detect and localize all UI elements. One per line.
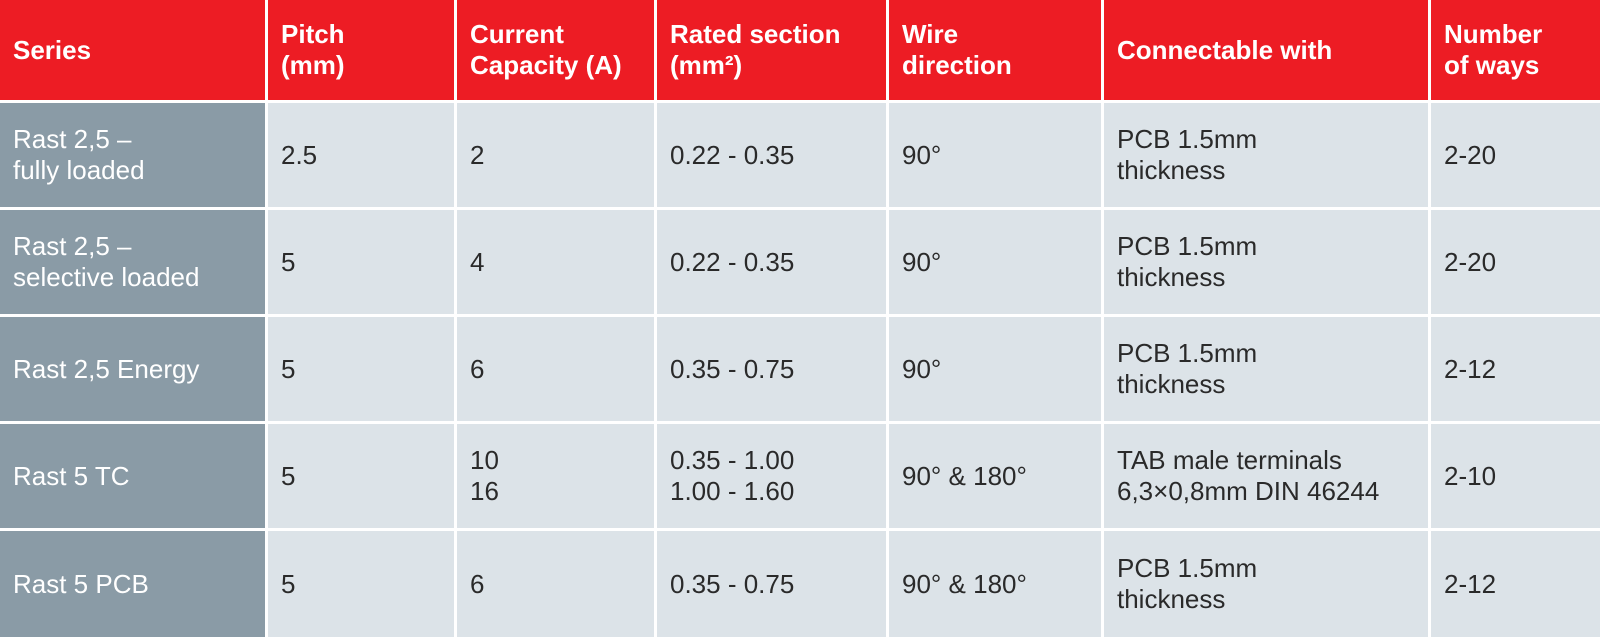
cell-text: PCB 1.5mm: [1117, 553, 1258, 583]
table-cell: PCB 1.5mm thickness: [1104, 103, 1428, 207]
table-cell: 90°: [889, 317, 1101, 421]
table-cell: 90° & 180°: [889, 424, 1101, 528]
cell-text: 5: [281, 246, 296, 277]
table-cell: 5: [268, 531, 454, 637]
cell-text: 5: [281, 568, 296, 599]
table-cell: 5: [268, 424, 454, 528]
cell-text: 2-12: [1444, 568, 1497, 599]
table-cell: 10 16: [457, 424, 654, 528]
cell-text: PCB 1.5mm: [1117, 124, 1258, 154]
cell-text: thickness: [1117, 584, 1226, 614]
table-cell: 0.35 - 0.75: [657, 317, 886, 421]
cell-text: of ways: [1444, 50, 1540, 80]
table-cell: Rast 2,5 Energy: [0, 317, 265, 421]
cell-text: (mm²): [670, 50, 743, 80]
cell-text: 2-20: [1444, 246, 1497, 277]
cell-text: Rast 5 TC: [13, 460, 130, 491]
cell-text: 5: [281, 460, 296, 491]
cell-text: 6,3×0,8mm DIN 46244: [1117, 476, 1380, 506]
header-cell: Current Capacity (A): [457, 0, 654, 100]
table-cell: 6: [457, 317, 654, 421]
table-cell: 2-12: [1431, 531, 1600, 637]
header-cell: Number of ways: [1431, 0, 1600, 100]
cell-text: 90° & 180°: [902, 568, 1027, 599]
cell-text: Current: [470, 19, 564, 49]
cell-text: 6: [470, 353, 485, 384]
cell-text: direction: [902, 50, 1012, 80]
cell-text: thickness: [1117, 155, 1226, 185]
cell-text: 2-20: [1444, 139, 1497, 170]
table-cell: 0.35 - 0.75: [657, 531, 886, 637]
cell-text: PCB 1.5mm: [1117, 338, 1258, 368]
cell-text: 6: [470, 568, 485, 599]
cell-text: 90°: [902, 246, 942, 277]
cell-text: Rast 2,5 –: [13, 231, 132, 261]
cell-text: 5: [281, 353, 296, 384]
table-cell: Rast 2,5 – fully loaded: [0, 103, 265, 207]
cell-text: PCB 1.5mm: [1117, 231, 1258, 261]
table-cell: 90°: [889, 103, 1101, 207]
cell-text: 2: [470, 139, 485, 170]
cell-text: Rast 5 PCB: [13, 568, 149, 599]
cell-text: 90°: [902, 353, 942, 384]
header-cell: Pitch (mm): [268, 0, 454, 100]
table-cell: Rast 5 TC: [0, 424, 265, 528]
table-cell: Rast 5 PCB: [0, 531, 265, 637]
table-cell: 2-20: [1431, 210, 1600, 314]
table-cell: 0.22 - 0.35: [657, 210, 886, 314]
cell-text: 0.35 - 1.00: [670, 445, 795, 475]
cell-text: (mm): [281, 50, 345, 80]
header-cell: Wire direction: [889, 0, 1101, 100]
table-cell: 4: [457, 210, 654, 314]
table-cell: 2-10: [1431, 424, 1600, 528]
table-cell: 2-20: [1431, 103, 1600, 207]
table-cell: 0.35 - 1.00 1.00 - 1.60: [657, 424, 886, 528]
table-cell: PCB 1.5mm thickness: [1104, 531, 1428, 637]
cell-text: Wire: [902, 19, 959, 49]
table-cell: 2.5: [268, 103, 454, 207]
table-cell: 90°: [889, 210, 1101, 314]
table-cell: 90° & 180°: [889, 531, 1101, 637]
cell-text: fully loaded: [13, 155, 145, 185]
cell-text: Rated section: [670, 19, 841, 49]
cell-text: 2-12: [1444, 353, 1497, 384]
cell-text: 90° & 180°: [902, 460, 1027, 491]
cell-text: 2.5: [281, 139, 318, 170]
table-cell: TAB male terminals 6,3×0,8mm DIN 46244: [1104, 424, 1428, 528]
cell-text: Capacity (A): [470, 50, 622, 80]
cell-text: Rast 2,5 –: [13, 124, 132, 154]
cell-text: Pitch: [281, 19, 345, 49]
cell-text: 90°: [902, 139, 942, 170]
cell-text: 0.22 - 0.35: [670, 139, 795, 170]
table-cell: Rast 2,5 – selective loaded: [0, 210, 265, 314]
table-cell: PCB 1.5mm thickness: [1104, 210, 1428, 314]
cell-text: 1.00 - 1.60: [670, 476, 795, 506]
table-cell: 6: [457, 531, 654, 637]
cell-text: Number: [1444, 19, 1543, 49]
cell-text: 16: [470, 476, 499, 506]
cell-text: selective loaded: [13, 262, 200, 292]
cell-text: Connectable with: [1117, 34, 1333, 65]
header-cell: Connectable with: [1104, 0, 1428, 100]
table-cell: 2-12: [1431, 317, 1600, 421]
table-cell: 5: [268, 210, 454, 314]
cell-text: Series: [13, 34, 92, 65]
cell-text: 10: [470, 445, 499, 475]
header-cell: Rated section (mm²): [657, 0, 886, 100]
cell-text: 4: [470, 246, 485, 277]
header-cell: Series: [0, 0, 265, 100]
cell-text: 2-10: [1444, 460, 1497, 491]
cell-text: TAB male terminals: [1117, 445, 1342, 475]
table-cell: 0.22 - 0.35: [657, 103, 886, 207]
cell-text: thickness: [1117, 369, 1226, 399]
cell-text: 0.35 - 0.75: [670, 568, 795, 599]
table-cell: 5: [268, 317, 454, 421]
cell-text: 0.22 - 0.35: [670, 246, 795, 277]
cell-text: 0.35 - 0.75: [670, 353, 795, 384]
cell-text: Rast 2,5 Energy: [13, 353, 200, 384]
table-cell: 2: [457, 103, 654, 207]
table-cell: PCB 1.5mm thickness: [1104, 317, 1428, 421]
cell-text: thickness: [1117, 262, 1226, 292]
